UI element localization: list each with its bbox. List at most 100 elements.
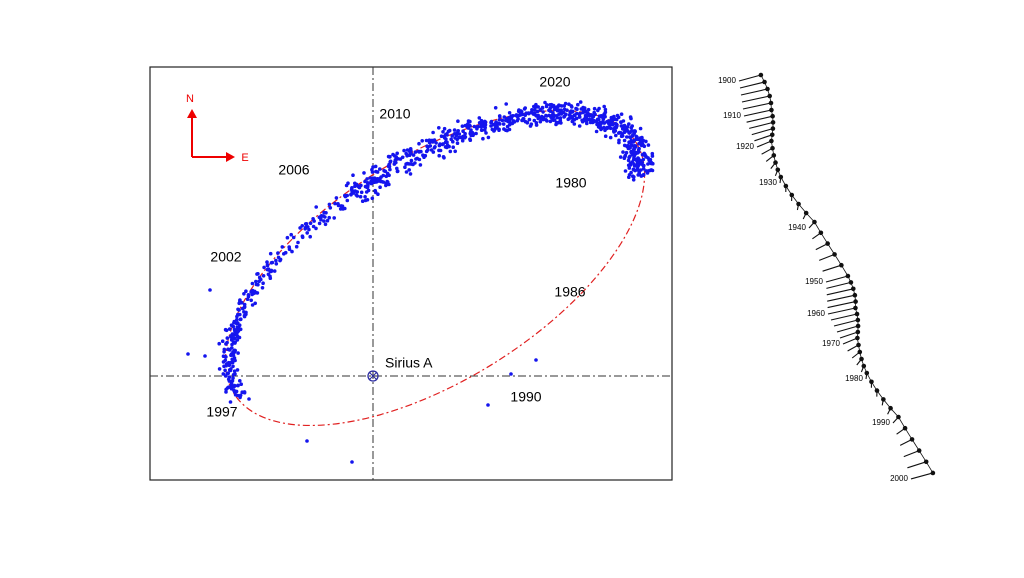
observation-dot [232,369,237,374]
observation-dot [523,106,527,110]
observation-dot [232,327,237,332]
observation-dot [388,159,393,164]
track-stick [827,307,856,315]
year-label: 2002 [210,249,241,265]
observation-dot [233,384,237,388]
observation-dot [386,180,390,185]
observation-dot [319,214,324,218]
observation-dot [228,400,233,404]
observation-dot [229,334,233,338]
observation-dot [250,281,255,286]
observation-dot [369,181,374,186]
track-line [777,169,782,178]
observation-dot [378,185,382,189]
observation-dot [265,260,269,264]
observation-dot [333,201,337,206]
observation-dot [548,109,553,113]
observation-dot [630,160,634,164]
observation-dot [585,117,590,122]
observation-dot [402,148,406,153]
observation-dot [509,114,514,118]
observation-dot [552,118,557,122]
observation-dot [407,168,412,172]
year-label: 2006 [278,162,309,178]
observation-dot [407,162,411,166]
observation-dot [238,317,243,322]
track-line [841,264,849,277]
track-year-label: 1900 [718,76,736,85]
observation-dot [395,151,400,156]
observation-dot [557,103,561,107]
observation-dot [274,262,279,266]
observation-dot [479,128,484,132]
observation-dot [636,168,640,172]
observation-dot [630,153,635,157]
observation-dot [631,174,635,178]
observation-dot [537,115,542,120]
observation-dot [441,130,445,134]
observation-dot [623,153,628,158]
observation-dot [336,203,341,208]
observation-dot [231,353,236,358]
observation-dot [314,205,319,209]
observation-dot [424,138,429,143]
track-line [773,155,776,163]
observation-dot [374,169,378,174]
observation-dot [203,354,207,358]
observation-dot [225,336,230,340]
observation-dot [344,183,349,188]
observation-dot [253,301,257,306]
observation-dot [642,151,646,156]
observation-dot [644,155,648,159]
observation-dot [507,127,512,132]
observation-dot [619,131,623,135]
observation-dot [524,111,528,115]
observation-dot [235,325,240,329]
track-stick [741,95,770,103]
observation-dot [595,122,600,126]
observation-dot [323,215,327,219]
observation-dot [585,111,590,115]
track-line [764,81,768,90]
observation-dot [351,173,355,177]
observation-dot [221,372,226,376]
observation-dot [497,121,501,126]
observation-dot [379,175,383,179]
observation-dot [226,371,230,376]
track-stick [827,294,855,302]
observation-dot [612,127,617,132]
observation-dot [635,135,639,139]
observation-dot [632,144,637,148]
observation-dot [545,103,549,107]
observation-dot [255,272,259,276]
observation-dot [303,227,308,231]
observation-dot [590,114,595,118]
observation-dot [427,140,432,145]
observation-dot [470,130,475,135]
observation-dot [603,114,607,119]
observation-dot [649,161,654,166]
track-line [918,450,927,463]
observation-dot [322,219,326,223]
observation-dot [569,114,573,119]
observation-dot [370,196,375,201]
observation-dot [418,163,423,167]
observation-dot [375,177,380,182]
observation-dot [602,104,606,109]
observation-dot [298,226,302,230]
track-line [871,381,878,391]
observation-dot [483,119,487,124]
observation-dot [408,172,413,176]
observation-dot [283,250,288,255]
observation-dot [323,222,328,227]
observation-dot [540,116,545,121]
observation-dot [631,147,636,152]
observation-dot [240,390,244,395]
observation-dot [233,340,237,344]
observation-dot [588,120,593,125]
observation-dot [489,119,494,124]
observation-dot [636,151,640,155]
observation-dot [621,119,626,123]
year-label: 2010 [379,106,410,122]
observation-dot [639,168,643,172]
